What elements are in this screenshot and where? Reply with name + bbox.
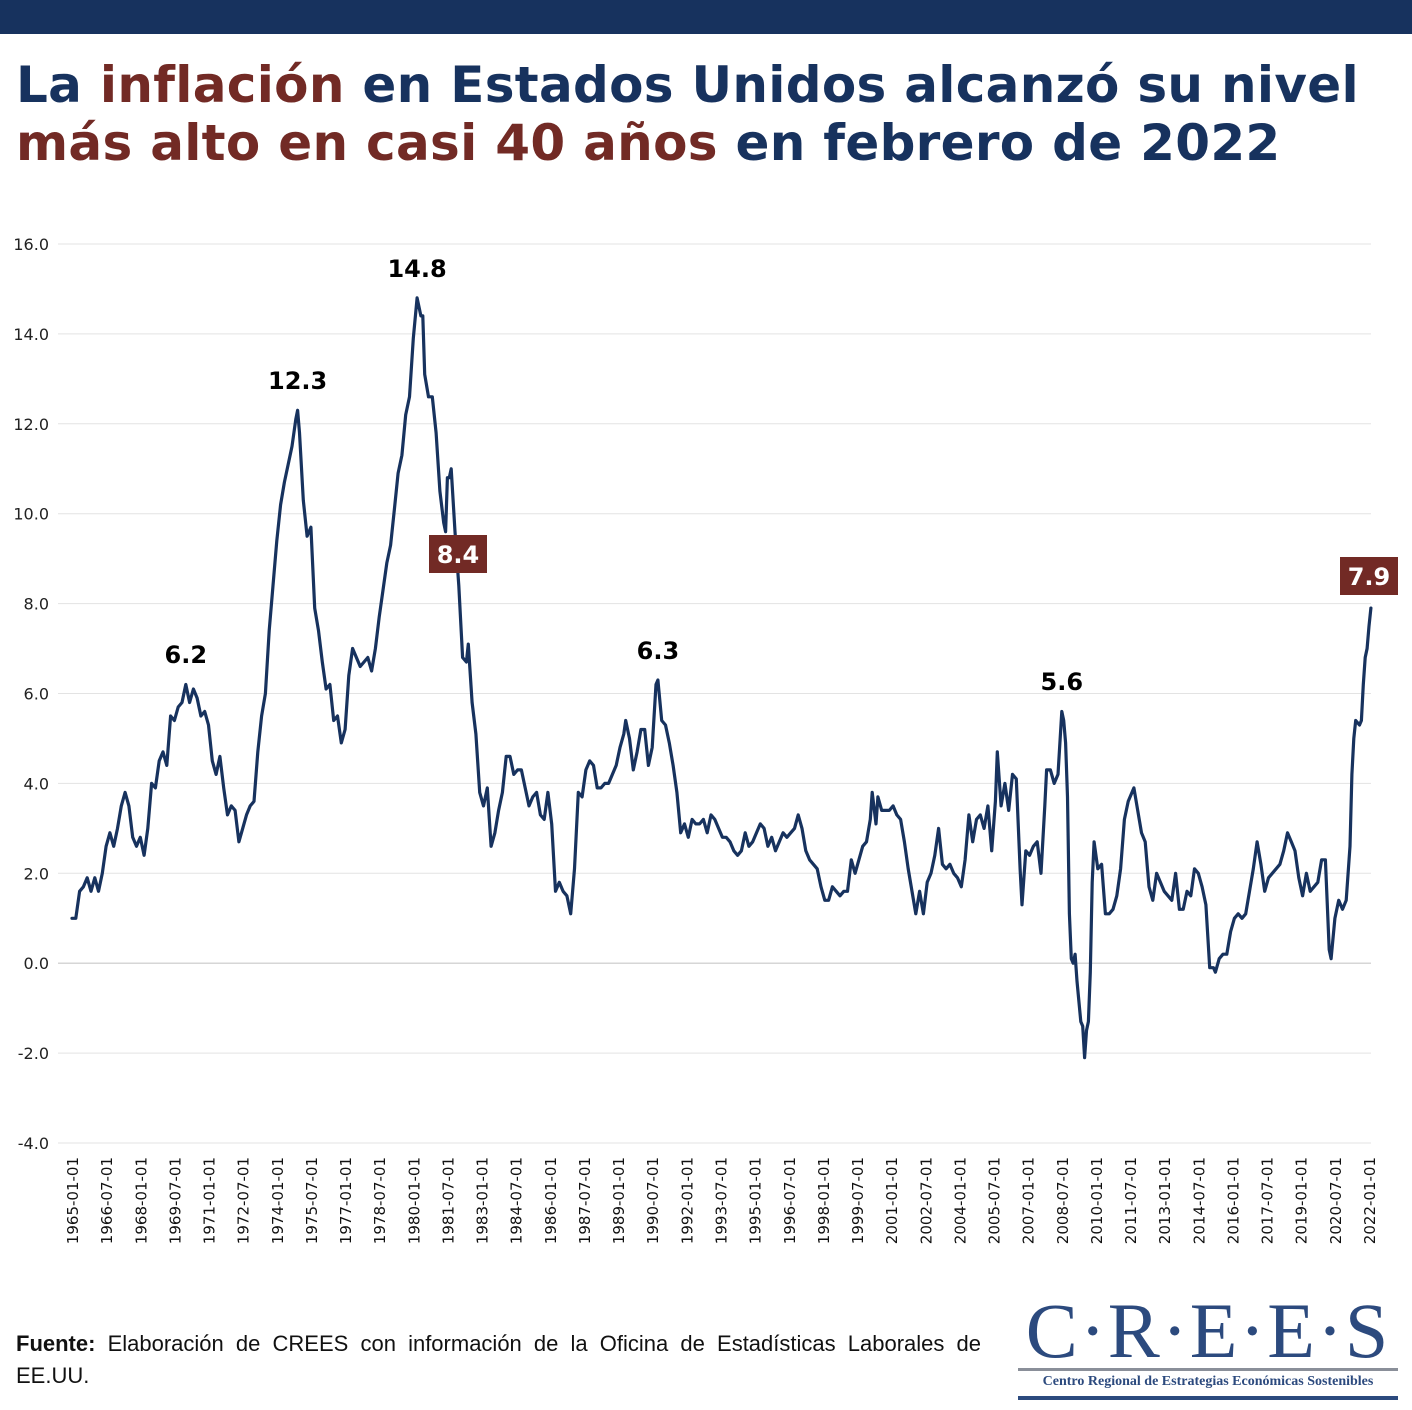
source-note: Fuente: Elaboración de CREES con informa… <box>16 1328 981 1392</box>
x-tick-label: 1996-07-01 <box>781 1157 799 1244</box>
x-tick-label: 1975-07-01 <box>303 1157 321 1244</box>
annotations-group: 6.2 12.3 14.8 8.4 6.3 5.6 7.9 <box>165 255 1398 696</box>
y-tick-label: 2.0 <box>24 864 49 883</box>
logo-wordmark: C·R·E·E·S <box>1025 1287 1391 1374</box>
x-tick-label: 2008-07-01 <box>1054 1157 1072 1244</box>
x-tick-label: 2004-01-01 <box>951 1157 969 1244</box>
x-tick-label: 1989-01-01 <box>610 1157 628 1244</box>
x-tick-label: 2022-01-01 <box>1361 1157 1379 1244</box>
annotation-label: 5.6 <box>1041 668 1084 696</box>
x-tick-label: 2001-01-01 <box>883 1157 901 1244</box>
x-tick-label: 1983-01-01 <box>474 1157 492 1244</box>
x-tick-label: 1968-01-01 <box>132 1157 150 1244</box>
x-tick-label: 1972-07-01 <box>235 1157 253 1244</box>
x-tick-label: 1993-07-01 <box>713 1157 731 1244</box>
y-tick-label: -2.0 <box>18 1044 49 1063</box>
x-tick-label: 2016-01-01 <box>1224 1157 1242 1244</box>
x-tick-label: 2011-07-01 <box>1122 1157 1140 1244</box>
x-tick-label: 2005-07-01 <box>986 1157 1004 1244</box>
x-tick-label: 1999-07-01 <box>849 1157 867 1244</box>
x-tick-label: 1981-07-01 <box>439 1157 457 1244</box>
y-tick-label: 0.0 <box>24 954 49 973</box>
x-tick-label: 1969-07-01 <box>166 1157 184 1244</box>
y-tick-label: 6.0 <box>24 685 49 704</box>
annotation-label: 12.3 <box>268 367 327 395</box>
x-tick-label: 1965-01-01 <box>64 1157 82 1244</box>
x-tick-label: 1971-01-01 <box>201 1157 219 1244</box>
y-tick-label: 16.0 <box>13 235 49 254</box>
annotation-box <box>1340 557 1398 595</box>
x-tick-label: 2007-01-01 <box>1020 1157 1038 1244</box>
x-tick-label: 1984-07-01 <box>508 1157 526 1244</box>
y-axis-ticks: 16.0 14.0 12.0 10.0 8.0 6.0 4.0 2.0 0.0 -2.0 -4.0 <box>13 235 49 1153</box>
source-text: Elaboración de CREES con información de … <box>16 1331 981 1388</box>
x-tick-label: 1995-01-01 <box>747 1157 765 1244</box>
x-tick-label: 1992-01-01 <box>678 1157 696 1244</box>
x-tick-label: 1978-07-01 <box>371 1157 389 1244</box>
y-tick-label: 12.0 <box>13 415 49 434</box>
x-tick-label: 2019-01-01 <box>1293 1157 1311 1244</box>
annotation-label: 6.3 <box>637 637 680 665</box>
x-tick-label: 1990-07-01 <box>644 1157 662 1244</box>
x-axis-ticks: 1965-01-01 1966-07-01 1968-01-01 1969-07-01… <box>64 1157 1379 1244</box>
crees-logo: C·R·E·E·S Centro Regional de Estrategias… <box>1018 1292 1398 1402</box>
annotation-label: 6.2 <box>165 641 208 669</box>
x-tick-label: 1986-01-01 <box>542 1157 560 1244</box>
annotation-label: 14.8 <box>387 255 446 283</box>
x-tick-label: 1980-01-01 <box>405 1157 423 1244</box>
annotation-box <box>429 535 487 573</box>
gridlines <box>58 243 1371 1144</box>
annotation-box-label: 7.9 <box>1348 563 1391 591</box>
y-tick-label: 14.0 <box>13 325 49 344</box>
logo-divider <box>1018 1368 1398 1371</box>
x-tick-label: 2010-01-01 <box>1088 1157 1106 1244</box>
title-part-5: en febrero de 2022 <box>717 114 1281 172</box>
y-tick-label: 10.0 <box>13 505 49 524</box>
inflation-line-chart: 16.014.012.010.08.06.04.02.00.0-2.0-4.0 … <box>13 235 1398 1244</box>
y-tick-label: -4.0 <box>18 1134 49 1153</box>
x-tick-label: 1977-01-01 <box>337 1157 355 1244</box>
logo-underline <box>1018 1396 1398 1400</box>
x-tick-label: 2017-07-01 <box>1259 1157 1277 1244</box>
x-tick-label: 2020-07-01 <box>1327 1157 1345 1244</box>
annotation-box-label: 8.4 <box>437 541 480 569</box>
x-tick-label: 1966-07-01 <box>98 1157 116 1244</box>
x-tick-label: 1974-01-01 <box>269 1157 287 1244</box>
title-part-2: inflación <box>99 56 345 114</box>
page-title: La inflación en Estados Unidos alcanzó s… <box>16 56 1406 172</box>
logo-subtitle: Centro Regional de Estrategias Económica… <box>1042 1374 1374 1389</box>
title-part-3: en Estados Unidos alcanzó su nivel <box>344 56 1359 114</box>
x-tick-label: 2014-07-01 <box>1190 1157 1208 1244</box>
x-tick-label: 2002-07-01 <box>917 1157 935 1244</box>
y-tick-label: 8.0 <box>24 595 49 614</box>
top-banner <box>0 0 1412 34</box>
title-part-1: La <box>16 56 100 114</box>
x-tick-label: 2013-01-01 <box>1156 1157 1174 1244</box>
source-label: Fuente: <box>16 1331 96 1356</box>
y-tick-label: 4.0 <box>24 774 49 793</box>
series-group <box>70 296 1373 1060</box>
x-tick-label: 1987-07-01 <box>576 1157 594 1244</box>
inflation-series-line <box>70 296 1373 1060</box>
title-part-4: más alto en casi 40 años <box>16 114 718 172</box>
x-tick-label: 1998-01-01 <box>815 1157 833 1244</box>
